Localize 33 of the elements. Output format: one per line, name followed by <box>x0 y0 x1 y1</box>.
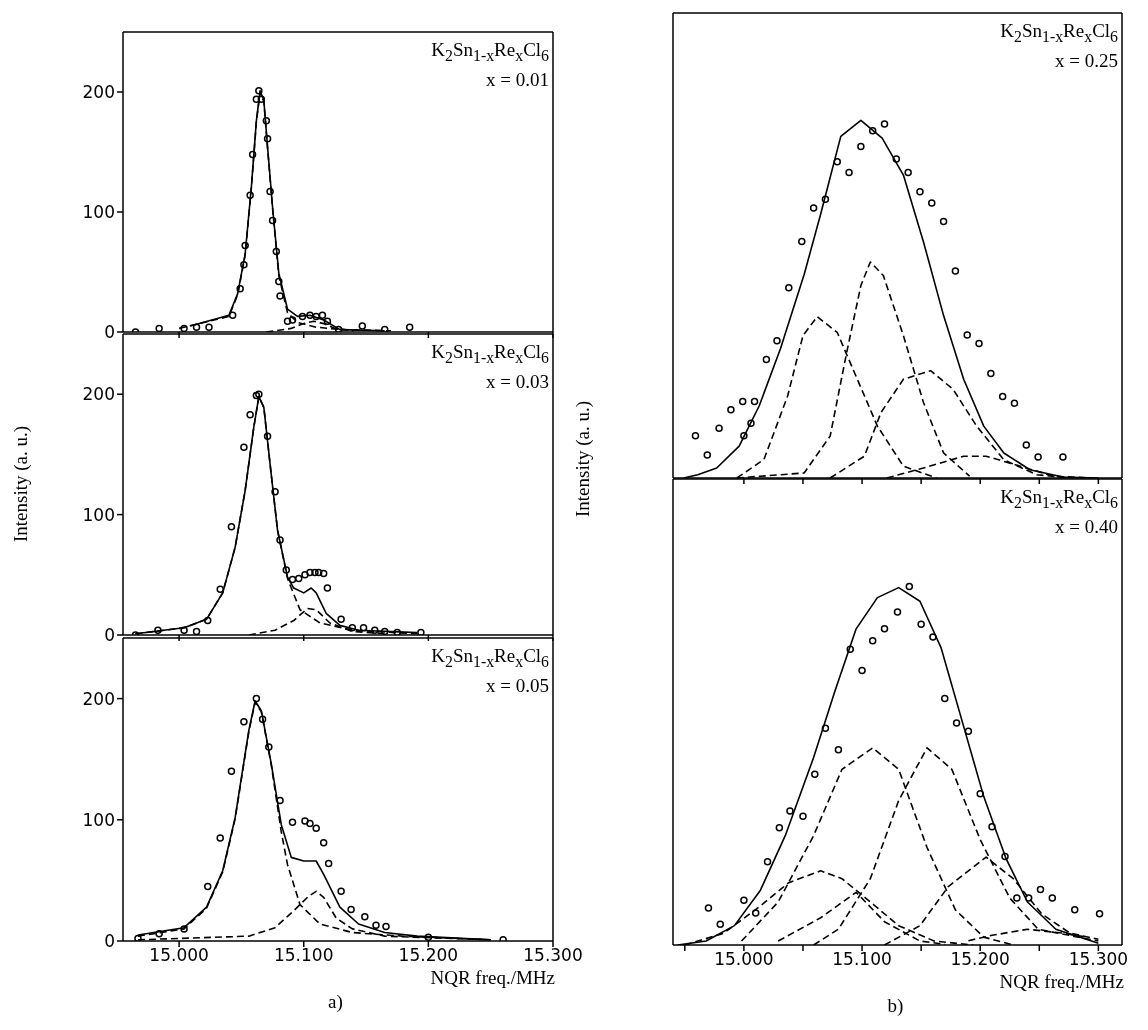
x-tick-label: 15.200 <box>398 945 459 966</box>
annotation: K$_{2}$Sn$_{1-x}$Re$_{x}$Cl$_{6}$ <box>431 644 549 672</box>
y-tick-label: 200 <box>82 384 115 405</box>
annotation: K$_{2}$Sn$_{1-x}$Re$_{x}$Cl$_{6}$ <box>431 340 549 368</box>
x-tick-label: 15.000 <box>714 949 774 970</box>
annotation: x = 0.03 <box>485 369 549 394</box>
y-tick-label: 100 <box>82 504 115 525</box>
x-axis-title: NQR freq./MHz <box>999 971 1124 993</box>
annotation: x = 0.01 <box>485 67 549 92</box>
x-tick-label: 15.100 <box>832 949 892 970</box>
y-tick-label: 0 <box>104 322 115 343</box>
text: K$_{2}$Sn$_{1-x}$Re$_{x}$Cl$_{6}$ <box>1000 19 1118 47</box>
text: b) <box>887 995 904 1017</box>
annotation: x = 0.05 <box>485 673 549 698</box>
x-tick-label: 15.300 <box>523 945 583 966</box>
y-tick-label: 200 <box>82 688 115 709</box>
annotation: K$_{2}$Sn$_{1-x}$Re$_{x}$Cl$_{6}$ <box>431 38 549 66</box>
y-tick-label: 100 <box>82 809 115 830</box>
y-tick-label: 200 <box>82 82 115 103</box>
y-axis-title: Intensity (a. u.) <box>10 425 32 543</box>
y-tick-label: 100 <box>82 202 115 223</box>
x-tick-label: 15.000 <box>149 945 209 966</box>
x-axis-title: NQR freq./MHz <box>430 967 555 989</box>
text: x = 0.40 <box>1054 514 1118 539</box>
y-tick-label: 0 <box>104 625 115 646</box>
text: x = 0.25 <box>1054 48 1118 73</box>
y-tick-label: 0 <box>104 931 115 952</box>
x-tick-label: 15.100 <box>273 945 334 966</box>
text: K$_{2}$Sn$_{1-x}$Re$_{x}$Cl$_{6}$ <box>1000 485 1118 513</box>
x-tick-label: 15.300 <box>1068 949 1129 970</box>
text: a) <box>328 991 343 1013</box>
y-axis-title: Intensity (a. u.) <box>572 400 594 518</box>
x-tick-label: 15.200 <box>950 949 1010 970</box>
